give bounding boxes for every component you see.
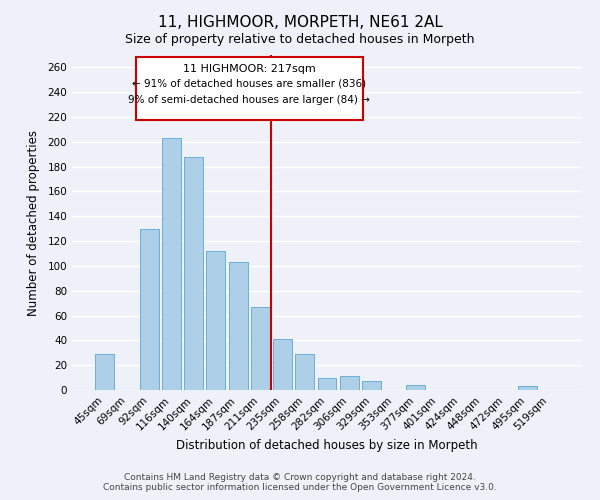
Bar bbox=[229, 262, 248, 390]
Text: Contains HM Land Registry data © Crown copyright and database right 2024.
Contai: Contains HM Land Registry data © Crown c… bbox=[103, 473, 497, 492]
Bar bbox=[362, 382, 381, 390]
Text: 11, HIGHMOOR, MORPETH, NE61 2AL: 11, HIGHMOOR, MORPETH, NE61 2AL bbox=[158, 15, 442, 30]
FancyBboxPatch shape bbox=[136, 58, 362, 120]
Text: 9% of semi-detached houses are larger (84) →: 9% of semi-detached houses are larger (8… bbox=[128, 94, 370, 104]
Bar bbox=[340, 376, 359, 390]
Bar bbox=[317, 378, 337, 390]
Text: Size of property relative to detached houses in Morpeth: Size of property relative to detached ho… bbox=[125, 32, 475, 46]
Bar bbox=[406, 385, 425, 390]
Bar bbox=[162, 138, 181, 390]
Bar bbox=[251, 307, 270, 390]
X-axis label: Distribution of detached houses by size in Morpeth: Distribution of detached houses by size … bbox=[176, 438, 478, 452]
Text: 11 HIGHMOOR: 217sqm: 11 HIGHMOOR: 217sqm bbox=[183, 64, 316, 74]
Bar bbox=[95, 354, 114, 390]
Bar bbox=[184, 156, 203, 390]
Text: ← 91% of detached houses are smaller (836): ← 91% of detached houses are smaller (83… bbox=[132, 78, 366, 88]
Bar bbox=[140, 228, 158, 390]
Bar bbox=[295, 354, 314, 390]
Bar bbox=[206, 251, 225, 390]
Y-axis label: Number of detached properties: Number of detached properties bbox=[28, 130, 40, 316]
Bar bbox=[273, 339, 292, 390]
Bar bbox=[518, 386, 536, 390]
